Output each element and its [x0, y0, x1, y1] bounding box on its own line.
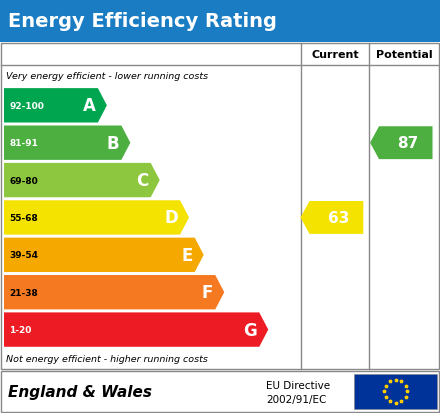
Text: F: F [202, 283, 213, 301]
Bar [0, 370, 440, 413]
Text: Current: Current [311, 50, 359, 60]
Text: 69-80: 69-80 [9, 176, 38, 185]
Text: 21-38: 21-38 [9, 288, 38, 297]
Polygon shape [4, 238, 204, 272]
Text: Very energy efficient - lower running costs: Very energy efficient - lower running co… [6, 72, 208, 81]
Polygon shape [4, 164, 160, 198]
Text: 55-68: 55-68 [9, 214, 38, 223]
Text: 63: 63 [328, 211, 349, 225]
Text: Energy Efficiency Rating: Energy Efficiency Rating [8, 12, 277, 31]
Text: Potential: Potential [376, 50, 433, 60]
Text: A: A [83, 97, 96, 115]
Polygon shape [301, 202, 363, 234]
Text: E: E [181, 246, 193, 264]
Text: Not energy efficient - higher running costs: Not energy efficient - higher running co… [6, 354, 208, 363]
Text: G: G [243, 321, 257, 339]
Polygon shape [4, 275, 224, 310]
Text: B: B [107, 134, 119, 152]
Text: 1-20: 1-20 [9, 325, 31, 334]
Text: D: D [164, 209, 178, 227]
Polygon shape [370, 127, 433, 160]
Bar [1, 44, 439, 369]
Text: EU Directive: EU Directive [266, 380, 330, 390]
Polygon shape [4, 126, 130, 161]
Polygon shape [4, 313, 268, 347]
Text: England & Wales: England & Wales [8, 384, 152, 399]
Bar [1, 370, 439, 412]
Polygon shape [4, 89, 107, 123]
Text: 2002/91/EC: 2002/91/EC [266, 394, 326, 404]
Bar [0, 0, 440, 43]
Text: 92-100: 92-100 [9, 102, 44, 111]
Polygon shape [4, 201, 189, 235]
Text: C: C [136, 172, 149, 190]
Text: 39-54: 39-54 [9, 251, 38, 260]
Bar [354, 374, 437, 409]
Text: 87: 87 [397, 136, 418, 151]
Text: 81-91: 81-91 [9, 139, 38, 148]
